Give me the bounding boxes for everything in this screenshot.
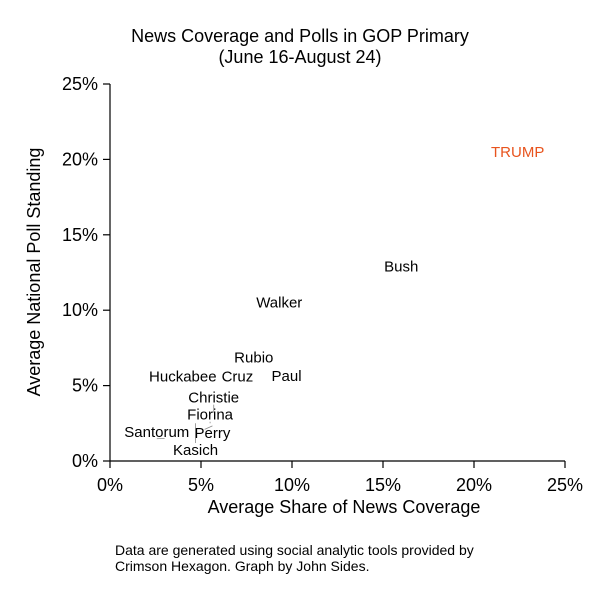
chart-title: News Coverage and Polls in GOP Primary [131,26,469,46]
point-label-cruz: Cruz [222,369,254,386]
x-tick-label: 10% [274,475,310,495]
x-axis-label: Average Share of News Coverage [208,497,481,517]
x-tick-label: 15% [365,475,401,495]
y-tick-label: 25% [62,74,98,94]
point-label-bush: Bush [384,258,418,275]
x-tick-label: 25% [547,475,583,495]
data-labels: TRUMP Bush Walker Rubio Huckabee Cruz Paul Chri… [124,144,544,459]
point-label-fiorina: Fiorina [187,407,234,424]
y-tick-label: 0% [72,451,98,471]
point-label-perry: Perry [195,425,231,442]
point-label-kasich: Kasich [173,442,218,459]
chart-subtitle: (June 16-August 24) [218,47,381,67]
caption-line-2: Crimson Hexagon. Graph by John Sides. [115,558,369,574]
point-label-huckabee: Huckabee [149,369,217,386]
point-label-trump: TRUMP [491,144,544,161]
point-label-santorum: Santorum [124,424,189,441]
y-tick-label: 20% [62,149,98,169]
y-tick-label: 5% [72,376,98,396]
point-label-rubio: Rubio [234,350,273,367]
caption-line-1: Data are generated using social analytic… [115,542,474,558]
y-tick-label: 15% [62,225,98,245]
x-tick-label: 0% [97,475,123,495]
y-axis-label: Average National Poll Standing [24,148,44,397]
point-label-christie: Christie [188,390,239,407]
y-tick-label: 10% [62,300,98,320]
point-label-paul: Paul [272,368,302,385]
x-tick-label: 20% [456,475,492,495]
point-label-walker: Walker [256,295,302,312]
x-tick-label: 5% [188,475,214,495]
